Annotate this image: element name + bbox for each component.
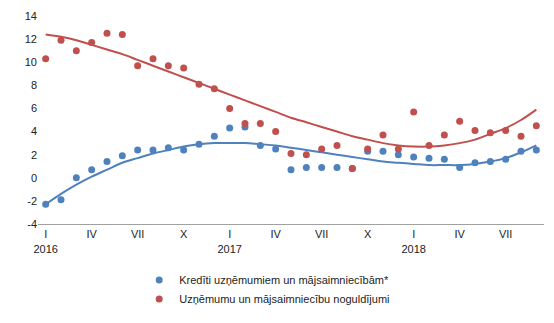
svg-text:-4: -4: [27, 218, 37, 230]
svg-text:VII: VII: [499, 228, 512, 240]
svg-text:I2018: I2018: [401, 228, 425, 254]
svg-text:0: 0: [31, 172, 37, 184]
svg-text:14: 14: [25, 10, 37, 22]
svg-text:I2016: I2016: [33, 228, 57, 254]
svg-text:10: 10: [25, 56, 37, 68]
svg-text:IV: IV: [454, 228, 465, 240]
svg-text:VII: VII: [315, 228, 328, 240]
svg-text:6: 6: [31, 102, 37, 114]
svg-text:4: 4: [31, 125, 37, 137]
svg-text:IV: IV: [270, 228, 281, 240]
svg-text:Uzņēmumu un mājsaimniecību nog: Uzņēmumu un mājsaimniecību noguldījumi: [179, 293, 389, 305]
svg-text:8: 8: [31, 79, 37, 91]
svg-text:I2017: I2017: [217, 228, 241, 254]
svg-text:12: 12: [25, 33, 37, 45]
svg-text:2: 2: [31, 149, 37, 161]
svg-text:Kredīti uzņēmumiem un mājsaimn: Kredīti uzņēmumiem un mājsaimniecībām*: [179, 274, 389, 286]
svg-text:X: X: [180, 228, 188, 240]
svg-text:VII: VII: [131, 228, 144, 240]
svg-text:-2: -2: [27, 195, 37, 207]
svg-text:IV: IV: [86, 228, 97, 240]
svg-text:X: X: [364, 228, 372, 240]
